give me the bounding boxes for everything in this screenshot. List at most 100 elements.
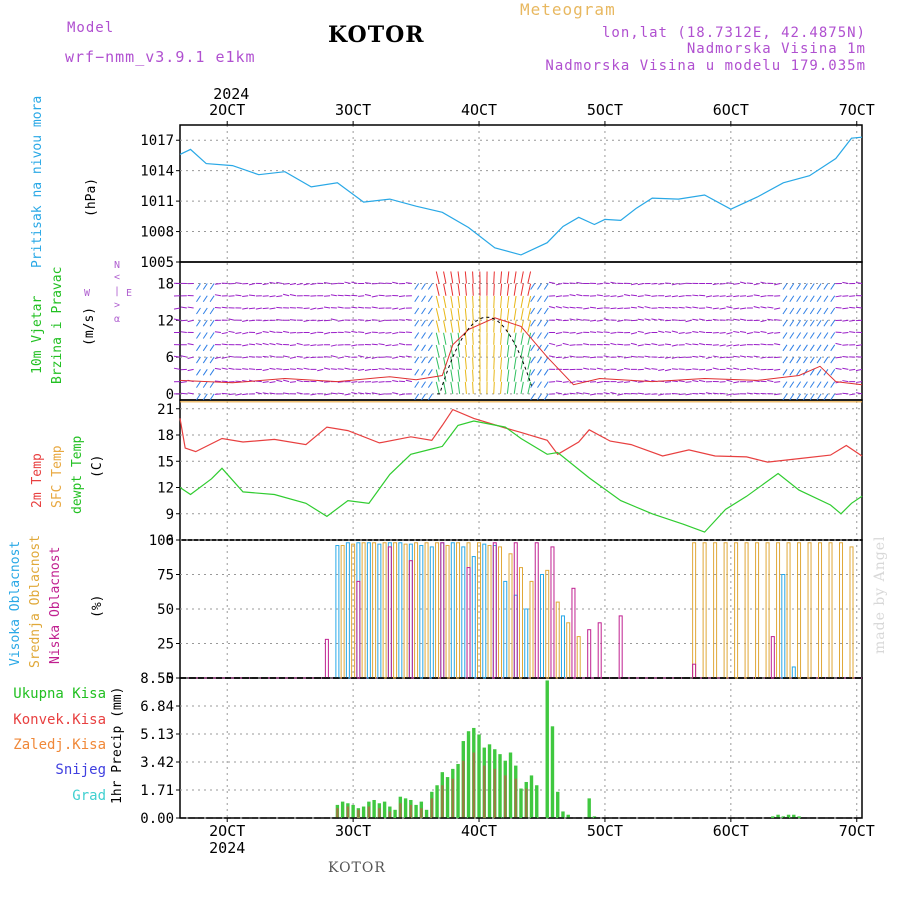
- wind-barb: [364, 368, 372, 371]
- wind-barb: [548, 342, 556, 346]
- wind-barb: [214, 380, 221, 383]
- wind-barb: [842, 319, 849, 322]
- wind-barb: [589, 306, 597, 309]
- wind-barb: [464, 283, 467, 296]
- wind-barb: [520, 332, 524, 345]
- wind-barb: [610, 307, 617, 310]
- wind-barb: [435, 308, 440, 321]
- wind-barb: [289, 293, 297, 297]
- wind-barb: [435, 357, 440, 370]
- wind-barb: [457, 320, 461, 333]
- top-axis-tick-4: 4OCT: [461, 101, 497, 119]
- wind-barb: [569, 332, 576, 334]
- precip-bar-conv: [472, 752, 475, 818]
- wind-barb: [610, 332, 617, 334]
- wind-barb: [450, 308, 454, 321]
- wind-barb: [555, 295, 563, 298]
- cloud-bar-high: [524, 608, 529, 679]
- cloud-bar-mid: [786, 542, 791, 679]
- wind-barb: [543, 332, 549, 339]
- wind-barb: [262, 319, 269, 322]
- y-tick-label: 1.71: [140, 783, 174, 799]
- wind-barb: [209, 356, 215, 364]
- wind-barb: [421, 319, 426, 327]
- wind-barb: [414, 356, 420, 364]
- precip-bar-total: [786, 814, 791, 818]
- wind-barb: [842, 380, 849, 383]
- wind-barb: [830, 356, 836, 364]
- wind-barb: [576, 392, 583, 395]
- cloud-bar-low: [770, 636, 775, 679]
- wind-barb: [228, 295, 235, 297]
- precip-bar-total: [508, 752, 513, 818]
- cloud-bar-high: [791, 666, 796, 679]
- wind-barb: [569, 306, 576, 309]
- wind-barb: [739, 318, 747, 321]
- wind-barb: [520, 308, 524, 321]
- wind-barb: [555, 306, 563, 309]
- wind-barb: [603, 318, 610, 321]
- precip-bar-conv: [346, 806, 350, 818]
- wind-barb: [351, 381, 358, 383]
- wind-barb: [450, 295, 454, 309]
- wind-barb: [457, 381, 461, 394]
- wind-barb: [358, 295, 365, 297]
- wind-barb: [589, 393, 597, 396]
- wind-barb: [855, 281, 863, 284]
- wind-barb: [323, 281, 331, 284]
- wind-barb: [196, 319, 201, 327]
- precip-bar-total: [587, 798, 591, 818]
- wind-barb: [269, 355, 276, 358]
- wind-barb: [303, 307, 310, 310]
- wind-barb: [283, 355, 290, 358]
- wind-barb: [214, 367, 222, 370]
- wind-barb: [543, 344, 549, 352]
- wind-barb: [506, 345, 510, 358]
- wind-barb: [235, 393, 242, 396]
- wind-barb: [569, 344, 576, 346]
- wind-barb: [472, 308, 474, 321]
- wind-barb: [500, 332, 503, 345]
- wind-barb: [782, 356, 788, 364]
- cloud-bar-high: [461, 546, 466, 679]
- wind-barb: [371, 319, 378, 321]
- wind-barb: [671, 306, 678, 309]
- cloud-bar-mid: [545, 569, 550, 679]
- wind-barb: [617, 295, 624, 298]
- wind-barb: [664, 331, 672, 334]
- wind-barb: [830, 369, 836, 376]
- precip-label-hail: Grad: [72, 788, 106, 804]
- wind-barb: [664, 381, 672, 383]
- wind-barb: [855, 381, 863, 383]
- wind-barb: [228, 393, 235, 396]
- wind-barb: [796, 356, 802, 364]
- wind-barb: [617, 393, 624, 396]
- wind-barb: [421, 332, 426, 339]
- wind-barb: [493, 295, 495, 309]
- precip-bar-conv: [514, 778, 517, 818]
- wind-barb: [603, 295, 610, 297]
- wind-barb: [296, 379, 303, 383]
- wind-barb: [443, 283, 447, 296]
- wind-barb: [214, 294, 222, 297]
- wind-barb: [530, 307, 536, 315]
- wind-barb: [421, 295, 426, 303]
- wind-barb: [746, 332, 753, 335]
- wind-speed-line: [179, 317, 863, 386]
- wind-barb: [337, 368, 344, 370]
- y-tick-label: 0: [166, 671, 174, 687]
- wind-barb: [414, 307, 420, 315]
- wind-barb: [685, 319, 692, 323]
- wind-barb: [767, 306, 774, 309]
- wind-barb: [506, 271, 510, 284]
- wind-barb: [782, 344, 788, 352]
- wind-barb: [651, 295, 658, 297]
- cloud-bar-mid: [576, 636, 581, 679]
- wind-barb: [513, 332, 517, 345]
- wind-barb: [228, 318, 235, 321]
- wind-barb: [414, 393, 420, 401]
- wind-barb: [739, 281, 747, 284]
- wind-barb: [364, 356, 372, 359]
- bottom-axis-tick-3: 3OCT: [335, 822, 371, 840]
- wind-barb: [427, 332, 433, 339]
